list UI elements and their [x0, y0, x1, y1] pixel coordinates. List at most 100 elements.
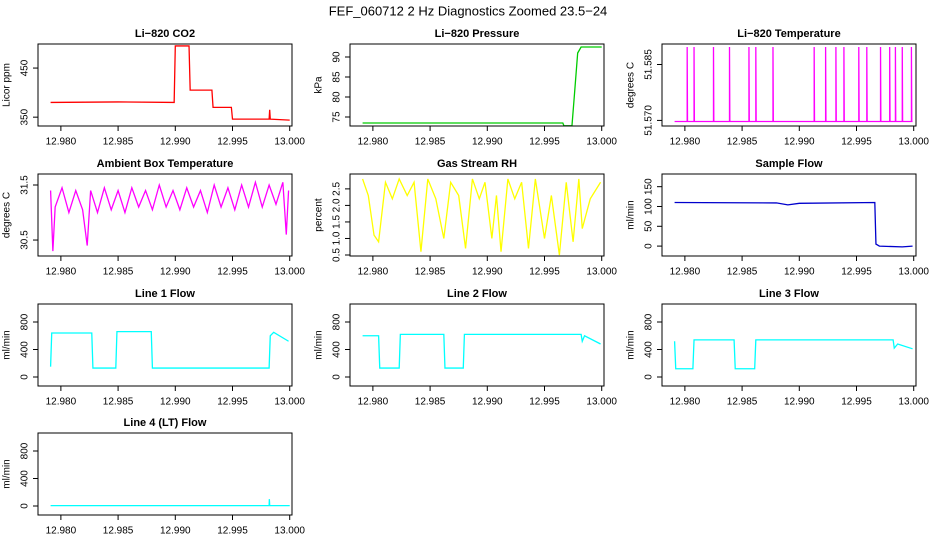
x-tick-label: 13.000 — [898, 267, 929, 278]
x-tick-label: 12.990 — [784, 397, 815, 408]
y-axis-label: ml/min — [626, 200, 637, 229]
x-tick-label: 12.990 — [472, 137, 503, 148]
y-tick-label: 150 — [644, 178, 655, 195]
data-line — [362, 333, 601, 369]
y-axis-label: ml/min — [314, 330, 325, 359]
x-tick-label: 12.990 — [160, 137, 191, 148]
y-tick-label: 800 — [20, 313, 31, 330]
x-tick-label: 12.995 — [217, 267, 248, 278]
y-tick-label: 400 — [332, 341, 343, 358]
x-tick-label: 12.985 — [727, 137, 758, 148]
x-tick-label: 12.985 — [103, 526, 134, 537]
y-tick-label: 0 — [332, 374, 343, 380]
plot-frame — [661, 43, 917, 127]
plot-frame — [37, 432, 293, 516]
y-axis-label: degrees C — [626, 62, 637, 108]
y-tick-label: 0 — [20, 503, 31, 509]
data-line — [673, 339, 913, 370]
y-tick-label: 800 — [644, 313, 655, 330]
x-tick-label: 12.985 — [103, 397, 134, 408]
plot-frame — [661, 303, 917, 387]
y-tick-label: 1.0 — [332, 231, 343, 245]
x-tick-label: 12.995 — [529, 397, 560, 408]
y-axis-label: degrees C — [2, 192, 13, 238]
y-axis-label: ml/min — [2, 330, 13, 359]
x-tick-label: 13.000 — [586, 267, 617, 278]
panel-title: Ambient Box Temperature — [97, 158, 234, 170]
data-line — [361, 177, 602, 256]
panel-title: Line 3 Flow — [759, 288, 819, 300]
x-tick-label: 12.995 — [529, 137, 560, 148]
y-axis-label: ml/min — [626, 330, 637, 359]
x-tick-label: 12.990 — [160, 526, 191, 537]
x-tick-label: 12.995 — [217, 397, 248, 408]
y-tick-label: 450 — [20, 59, 31, 76]
data-line — [362, 46, 602, 126]
panel-title: Line 4 (LT) Flow — [124, 417, 207, 429]
panel-title: Li−820 CO2 — [135, 28, 195, 40]
figure-title: FEF_060712 2 Hz Diagnostics Zoomed 23.5−… — [329, 3, 608, 18]
y-tick-label: 75 — [332, 111, 343, 123]
panel-title: Line 2 Flow — [447, 288, 507, 300]
x-tick-label: 12.980 — [670, 397, 701, 408]
x-tick-label: 12.980 — [358, 137, 389, 148]
x-tick-label: 12.995 — [529, 267, 560, 278]
x-tick-label: 13.000 — [586, 397, 617, 408]
x-tick-label: 12.980 — [46, 397, 77, 408]
x-tick-label: 12.995 — [841, 267, 872, 278]
plot-frame — [349, 303, 605, 387]
data-line — [50, 499, 290, 507]
x-tick-label: 12.995 — [841, 137, 872, 148]
x-tick-label: 12.990 — [472, 397, 503, 408]
x-tick-label: 12.985 — [415, 267, 446, 278]
y-tick-label: 400 — [644, 341, 655, 358]
panel-title: Li−820 Temperature — [737, 28, 840, 40]
x-tick-label: 12.980 — [46, 267, 77, 278]
x-tick-label: 12.980 — [670, 267, 701, 278]
y-axis-label: ml/min — [2, 459, 13, 488]
x-tick-label: 12.995 — [841, 397, 872, 408]
plot-frame — [37, 173, 293, 257]
x-tick-label: 12.990 — [160, 397, 191, 408]
y-tick-label: 85 — [332, 71, 343, 83]
y-tick-label: 50 — [644, 220, 655, 232]
panel-title: Sample Flow — [755, 158, 823, 170]
y-tick-label: 30.5 — [20, 230, 31, 250]
x-tick-label: 13.000 — [898, 137, 929, 148]
x-tick-label: 13.000 — [274, 397, 305, 408]
data-line — [50, 45, 290, 121]
y-tick-label: 400 — [20, 470, 31, 487]
plot-frame — [37, 43, 293, 127]
x-tick-label: 12.985 — [103, 137, 134, 148]
y-tick-label: 1.5 — [332, 215, 343, 229]
plot-frame — [661, 173, 917, 257]
data-line — [49, 330, 289, 369]
x-tick-label: 12.980 — [670, 137, 701, 148]
plot-frame — [37, 303, 293, 387]
y-tick-label: 0 — [644, 374, 655, 380]
y-tick-label: 2.5 — [332, 181, 343, 195]
x-tick-label: 12.980 — [46, 137, 77, 148]
y-tick-label: 0 — [20, 374, 31, 380]
y-tick-label: 31.5 — [20, 175, 31, 195]
y-axis-label: kPa — [314, 76, 325, 94]
y-tick-label: 90 — [332, 51, 343, 63]
x-tick-label: 12.990 — [784, 267, 815, 278]
x-tick-label: 13.000 — [898, 397, 929, 408]
x-tick-label: 12.980 — [358, 267, 389, 278]
y-tick-label: 100 — [644, 198, 655, 215]
y-tick-label: 400 — [20, 341, 31, 358]
x-tick-label: 12.985 — [415, 397, 446, 408]
x-tick-label: 13.000 — [274, 137, 305, 148]
panel-title: Line 1 Flow — [135, 288, 195, 300]
x-tick-label: 13.000 — [586, 137, 617, 148]
x-tick-label: 12.990 — [160, 267, 191, 278]
y-tick-label: 350 — [20, 108, 31, 125]
y-tick-label: 2.0 — [332, 198, 343, 212]
y-tick-label: 0.5 — [332, 248, 343, 262]
x-tick-label: 12.990 — [472, 267, 503, 278]
x-tick-label: 12.980 — [46, 526, 77, 537]
x-tick-label: 12.995 — [217, 526, 248, 537]
x-tick-label: 12.985 — [415, 137, 446, 148]
plot-frame — [349, 173, 605, 257]
